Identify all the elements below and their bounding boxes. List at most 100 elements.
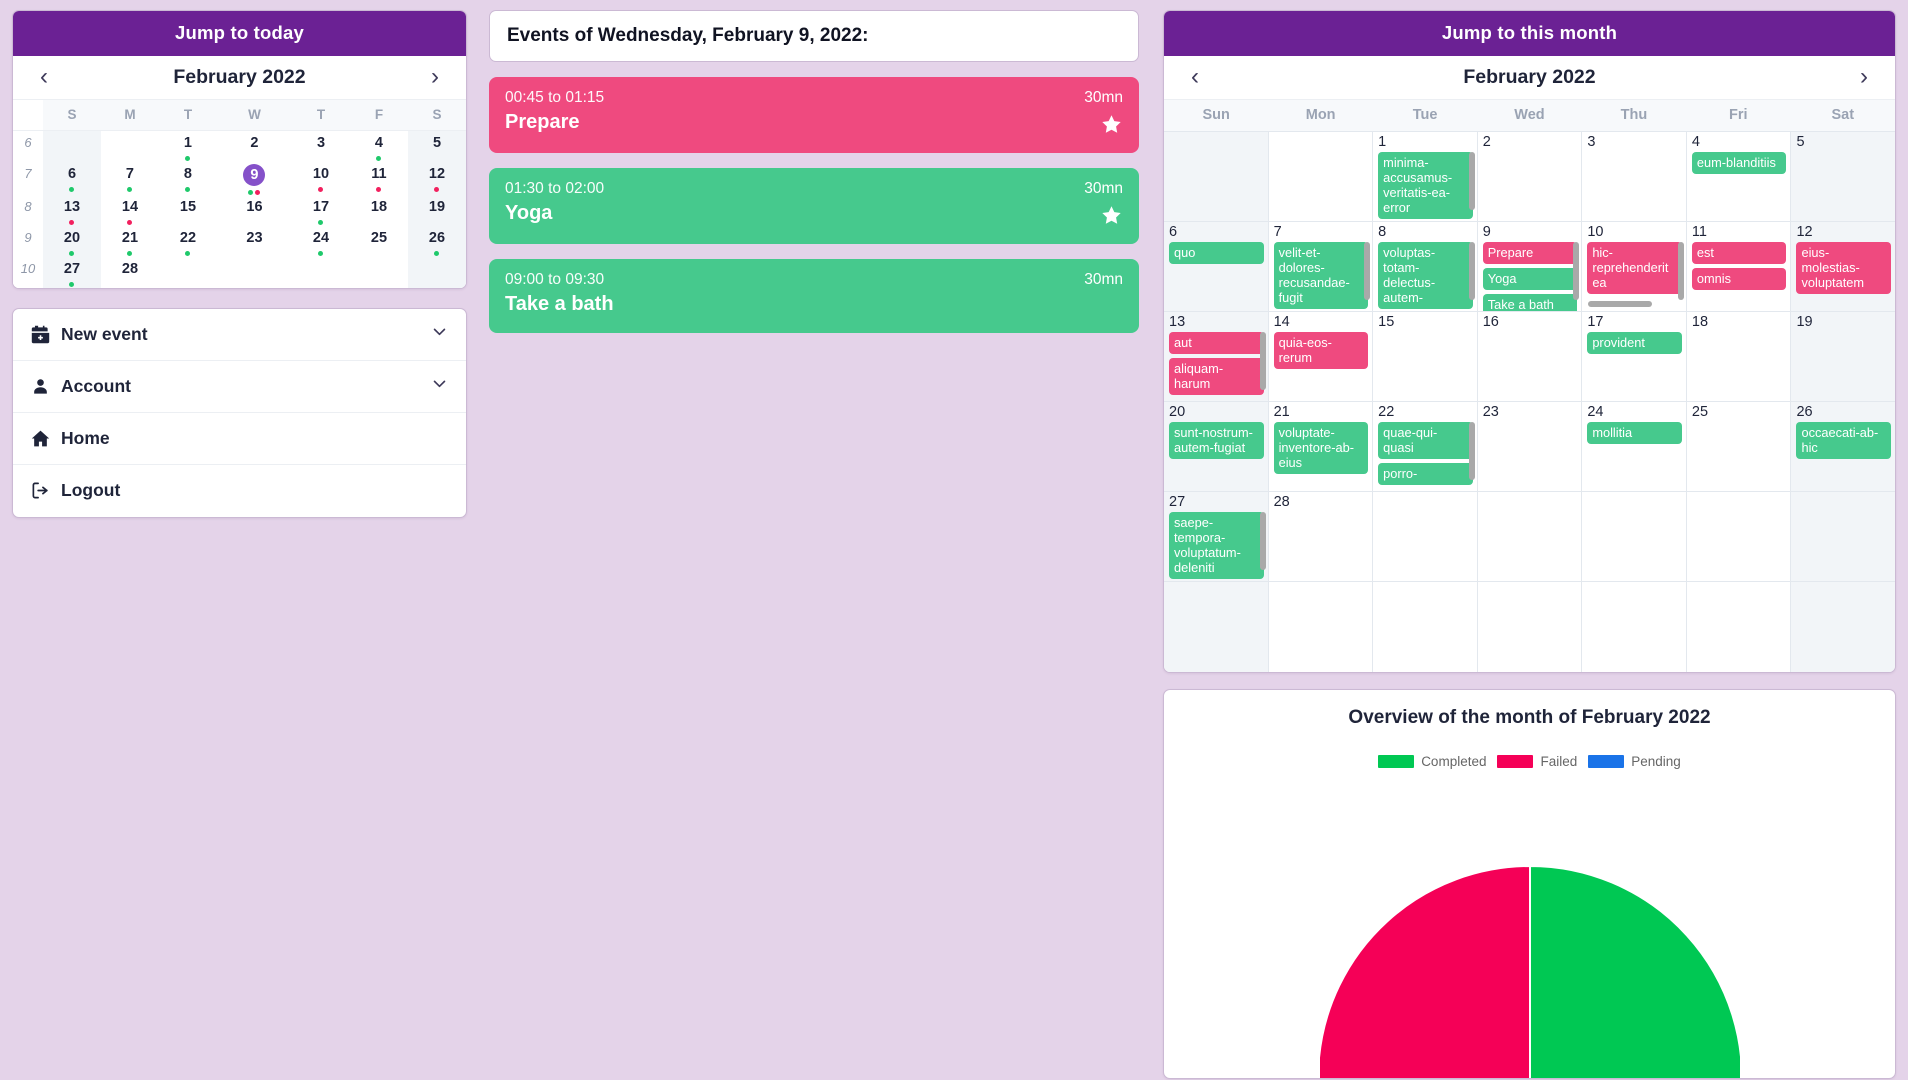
month-day-cell[interactable] bbox=[1164, 132, 1269, 222]
month-event-chip[interactable]: omnis bbox=[1691, 268, 1787, 290]
month-day-cell[interactable]: 2 bbox=[1477, 132, 1583, 222]
mini-calendar-day[interactable]: 10 bbox=[292, 162, 350, 195]
mini-calendar-day[interactable]: 2 bbox=[217, 131, 292, 162]
month-day-cell[interactable] bbox=[1791, 492, 1895, 582]
month-day-cell[interactable]: 5 bbox=[1791, 132, 1895, 222]
month-event-chip[interactable]: quo bbox=[1169, 242, 1264, 264]
month-event-chip[interactable]: mollitia bbox=[1587, 422, 1682, 444]
mini-calendar-day[interactable] bbox=[217, 257, 292, 288]
month-day-cell[interactable] bbox=[1373, 582, 1478, 672]
legend-item[interactable]: Pending bbox=[1588, 754, 1681, 769]
month-day-cell[interactable]: 22 quae-qui-quasi porro- bbox=[1373, 402, 1478, 492]
pie-slice-completed[interactable] bbox=[1490, 864, 1740, 1078]
chevron-left-icon[interactable]: ‹ bbox=[40, 63, 48, 90]
menu-item-new-event[interactable]: New event bbox=[13, 309, 466, 361]
chevron-right-icon[interactable]: › bbox=[431, 63, 439, 90]
month-day-cell[interactable] bbox=[1164, 582, 1269, 672]
vertical-scrollbar[interactable] bbox=[1259, 332, 1266, 390]
month-day-cell[interactable]: 26 occaecati-ab-hic bbox=[1791, 402, 1895, 492]
event-card[interactable]: 00:45 to 01:15 Prepare 30mn bbox=[489, 77, 1139, 153]
month-day-cell[interactable]: 17 provident bbox=[1582, 312, 1687, 402]
mini-calendar-day[interactable]: 9 bbox=[217, 162, 292, 195]
month-day-cell[interactable] bbox=[1791, 582, 1895, 672]
mini-calendar-day[interactable]: 4 bbox=[350, 131, 408, 162]
mini-calendar-day[interactable] bbox=[159, 257, 217, 288]
month-event-chip[interactable]: voluptas-totam-delectus-autem- bbox=[1378, 242, 1473, 309]
month-event-chip[interactable]: minima-accusamus-veritatis-ea-error bbox=[1378, 152, 1473, 219]
month-day-cell[interactable]: 20 sunt-nostrum-autem-fugiat bbox=[1164, 402, 1269, 492]
vertical-scrollbar[interactable] bbox=[1259, 512, 1266, 570]
month-day-cell[interactable] bbox=[1373, 492, 1478, 582]
month-day-cell[interactable]: 18 bbox=[1686, 312, 1792, 402]
month-event-chip[interactable]: eius-molestias-voluptatem bbox=[1796, 242, 1892, 294]
month-event-chip[interactable]: aut bbox=[1169, 332, 1264, 354]
legend-item[interactable]: Completed bbox=[1378, 754, 1486, 769]
month-day-cell[interactable]: 1 minima-accusamus-veritatis-ea-error bbox=[1373, 132, 1478, 222]
month-day-cell[interactable] bbox=[1268, 582, 1374, 672]
vertical-scrollbar[interactable] bbox=[1468, 152, 1475, 210]
mini-calendar-day[interactable]: 5 bbox=[407, 130, 466, 162]
month-day-cell[interactable]: 16 bbox=[1477, 312, 1583, 402]
menu-item-account[interactable]: Account bbox=[13, 361, 466, 413]
month-day-cell[interactable]: 21 voluptate-inventore-ab-eius bbox=[1268, 402, 1374, 492]
month-event-chip[interactable]: sunt-nostrum-autem-fugiat bbox=[1169, 422, 1264, 459]
month-day-cell[interactable] bbox=[1582, 492, 1687, 582]
vertical-scrollbar[interactable] bbox=[1468, 422, 1475, 480]
month-day-cell[interactable] bbox=[1686, 492, 1792, 582]
vertical-scrollbar[interactable] bbox=[1364, 242, 1371, 300]
chevron-down-icon[interactable] bbox=[431, 375, 448, 397]
month-day-cell[interactable]: 7 velit-et-dolores-recusandae-fugit bbox=[1268, 222, 1374, 312]
mini-calendar-day[interactable]: 3 bbox=[292, 131, 350, 162]
month-event-chip[interactable]: saepe-tempora-voluptatum-deleniti bbox=[1169, 512, 1264, 579]
mini-calendar-day[interactable]: 6 bbox=[43, 161, 101, 195]
chevron-left-icon[interactable]: ‹ bbox=[1191, 63, 1199, 90]
mini-calendar-day[interactable] bbox=[407, 256, 466, 288]
mini-calendar-day[interactable]: 1 bbox=[159, 131, 217, 162]
mini-calendar-day[interactable]: 7 bbox=[101, 162, 159, 195]
month-event-chip[interactable]: velit-et-dolores-recusandae-fugit bbox=[1273, 242, 1369, 309]
month-event-chip[interactable]: voluptate-inventore-ab-eius bbox=[1273, 422, 1369, 474]
month-day-cell[interactable] bbox=[1582, 582, 1687, 672]
mini-calendar-day[interactable] bbox=[43, 130, 101, 162]
favorite-star-icon[interactable] bbox=[1084, 204, 1123, 231]
mini-calendar-day[interactable]: 8 bbox=[159, 162, 217, 195]
event-card[interactable]: 09:00 to 09:30 Take a bath 30mn bbox=[489, 259, 1139, 333]
menu-item-home[interactable]: Home bbox=[13, 413, 466, 465]
mini-calendar-day[interactable]: 12 bbox=[407, 161, 466, 195]
vertical-scrollbar[interactable] bbox=[1677, 242, 1684, 300]
month-day-cell[interactable] bbox=[1477, 492, 1583, 582]
favorite-star-icon[interactable] bbox=[1084, 113, 1123, 140]
month-day-cell[interactable]: 3 bbox=[1582, 132, 1687, 222]
month-day-cell[interactable]: 12 eius-molestias-voluptatem bbox=[1791, 222, 1895, 312]
month-day-cell[interactable] bbox=[1477, 582, 1583, 672]
mini-calendar-day[interactable] bbox=[292, 257, 350, 288]
month-event-chip[interactable]: aliquam-harum bbox=[1169, 358, 1264, 395]
mini-calendar-day[interactable]: 14 bbox=[101, 195, 159, 226]
mini-calendar-day[interactable]: 11 bbox=[350, 162, 408, 195]
mini-calendar-day[interactable] bbox=[350, 257, 408, 288]
month-day-cell[interactable]: 25 bbox=[1686, 402, 1792, 492]
mini-calendar-day[interactable]: 18 bbox=[350, 195, 408, 226]
month-event-chip[interactable]: hic-reprehenderit ea bbox=[1587, 242, 1682, 294]
mini-calendar-day[interactable]: 21 bbox=[101, 226, 159, 257]
month-day-cell[interactable] bbox=[1268, 132, 1374, 222]
month-day-cell[interactable]: 19 bbox=[1791, 312, 1895, 402]
pie-slice-failed[interactable] bbox=[1319, 864, 1531, 1078]
chevron-right-icon[interactable]: › bbox=[1860, 63, 1868, 90]
month-day-cell[interactable]: 10 hic-reprehenderit ea bbox=[1582, 222, 1687, 312]
month-day-cell[interactable]: 28 bbox=[1268, 492, 1374, 582]
month-event-chip[interactable]: Yoga bbox=[1482, 268, 1578, 290]
mini-calendar-day[interactable] bbox=[101, 131, 159, 162]
vertical-scrollbar[interactable] bbox=[1573, 242, 1580, 300]
chevron-down-icon[interactable] bbox=[431, 323, 448, 345]
month-event-chip[interactable]: quae-qui-quasi bbox=[1378, 422, 1473, 459]
month-day-cell[interactable]: 15 bbox=[1373, 312, 1478, 402]
month-day-cell[interactable]: 9 Prepare Yoga Take a bath bbox=[1477, 222, 1583, 312]
mini-calendar-day[interactable]: 13 bbox=[43, 194, 101, 226]
month-event-chip[interactable]: eum-blanditiis bbox=[1691, 152, 1787, 174]
mini-calendar-day[interactable]: 26 bbox=[407, 225, 466, 257]
mini-calendar-day[interactable]: 16 bbox=[217, 195, 292, 226]
month-event-chip[interactable]: occaecati-ab-hic bbox=[1796, 422, 1892, 459]
month-day-cell[interactable]: 6 quo bbox=[1164, 222, 1269, 312]
month-day-cell[interactable]: 27 saepe-tempora-voluptatum-deleniti bbox=[1164, 492, 1269, 582]
